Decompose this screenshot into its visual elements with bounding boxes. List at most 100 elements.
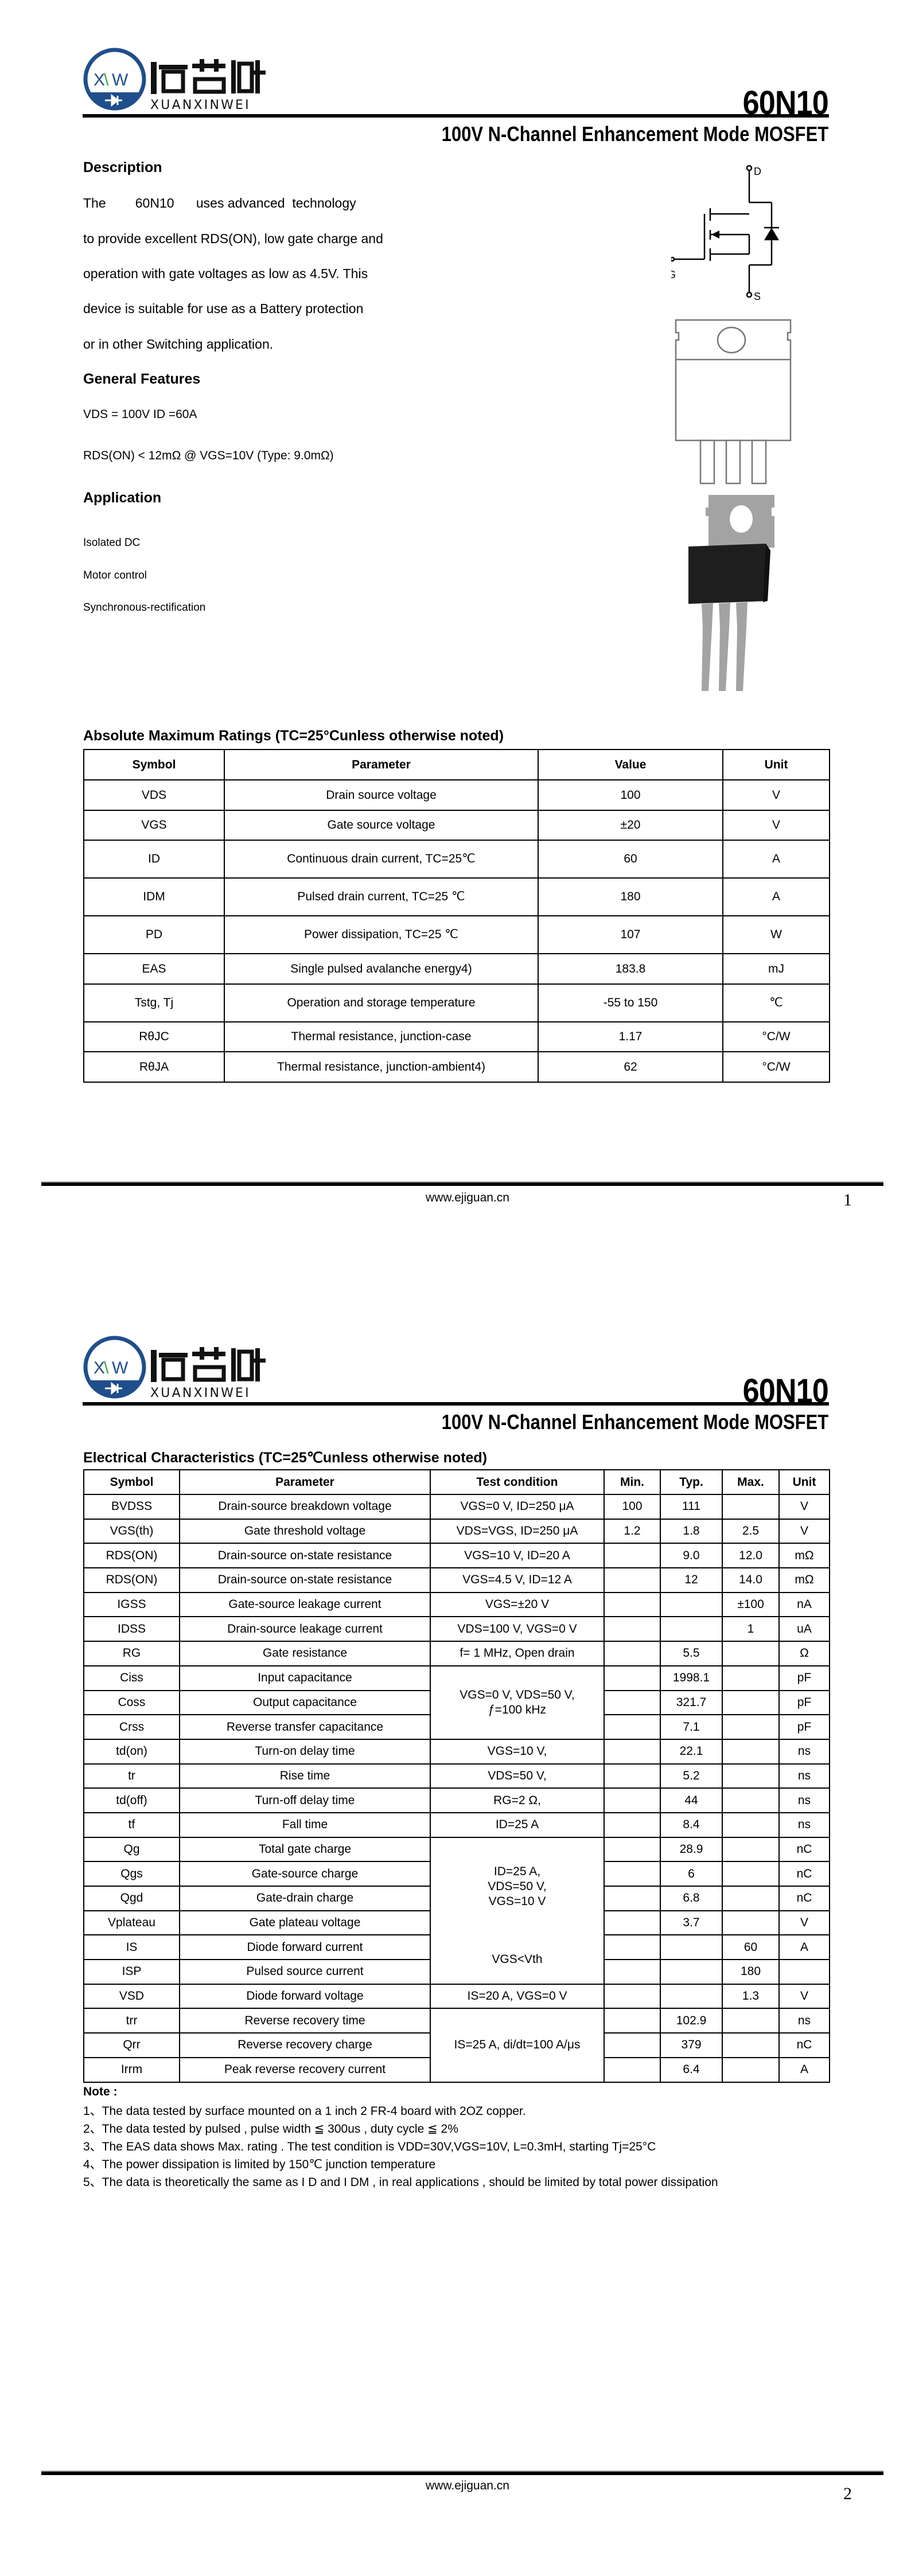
parameter-cell: Gate-source charge: [179, 1861, 431, 1887]
elec-heading: Electrical Characteristics (TC=25℃unless…: [83, 1450, 488, 1466]
condition-cell: f= 1 MHz, Open drain: [430, 1641, 605, 1666]
unit-cell: A: [778, 2056, 830, 2083]
table-header-row: Symbol Parameter Value Unit: [83, 749, 830, 780]
parameter-cell: Rise time: [179, 1763, 431, 1789]
typ-cell: [660, 1959, 723, 1985]
unit-cell: V: [778, 1494, 830, 1520]
condition-cell: IS=25 A, di/dt=100 A/μs: [430, 2008, 605, 2083]
condition-cell: ID=25 A: [430, 1812, 605, 1838]
table-row: IGSS Gate-source leakage current VGS=±20 V…: [83, 1591, 830, 1618]
max-cell: [722, 2008, 780, 2034]
table-row: RθJC Thermal resistance, junction-case 1.1…: [83, 1021, 830, 1052]
typ-cell: [660, 1616, 723, 1642]
parameter-cell: Fall time: [179, 1812, 431, 1838]
table-row: RθJA Thermal resistance, junction-ambient…: [83, 1051, 830, 1083]
table-row: VGS Gate source voltage ±20 V: [83, 810, 830, 841]
symbol-cell: BVDSS: [83, 1494, 180, 1520]
typ-cell: 28.9: [660, 1836, 723, 1863]
drain-label: D: [754, 166, 761, 177]
max-cell: [722, 1738, 780, 1765]
column-header: Unit: [722, 749, 830, 780]
max-cell: [722, 1641, 780, 1666]
source-label: S: [754, 291, 761, 302]
parameter-cell: Continuous drain current, TC=25℃: [224, 840, 539, 879]
min-cell: [604, 2032, 661, 2058]
application-item: Motor control: [83, 569, 147, 581]
min-cell: [604, 1836, 661, 1863]
description-line: The 60N10 uses advanced technology: [83, 196, 356, 210]
typ-cell: 111: [660, 1494, 723, 1520]
unit-cell: ns: [778, 1763, 830, 1789]
unit-cell: V: [722, 810, 830, 841]
condition-cell: VGS=0 V, ID=250 μA: [430, 1494, 605, 1520]
device-subtitle: 100V N-Channel Enhancement Mode MOSFET: [441, 122, 828, 146]
device-subtitle: 100V N-Channel Enhancement Mode MOSFET: [441, 1410, 828, 1434]
page-number: 2: [843, 2484, 852, 2503]
min-cell: [604, 1665, 661, 1691]
symbol-cell: tf: [83, 1812, 180, 1838]
condition-cell: IS=20 A, VGS=0 V: [430, 1983, 605, 2009]
typ-cell: 44: [660, 1787, 723, 1813]
min-cell: [604, 1787, 661, 1813]
min-cell: [604, 1543, 661, 1569]
min-cell: [604, 1567, 661, 1593]
typ-cell: 9.0: [660, 1543, 723, 1569]
column-header: Max.: [722, 1469, 780, 1495]
symbol-cell: IGSS: [83, 1591, 180, 1618]
package-outline-icon: [675, 319, 792, 485]
symbol-cell: RDS(ON): [83, 1543, 180, 1569]
abs-max-heading: Absolute Maximum Ratings (TC=25°Cunless …: [83, 728, 504, 744]
symbol-cell: td(on): [83, 1738, 180, 1765]
table-row: BVDSS Drain-source breakdown voltage VGS=0…: [83, 1494, 830, 1520]
parameter-cell: Turn-off delay time: [179, 1787, 431, 1813]
min-cell: [604, 1983, 661, 2009]
max-cell: 2.5: [722, 1518, 780, 1544]
table-row: Qgs Gate-source charge 6 nC: [83, 1861, 830, 1887]
typ-cell: 102.9: [660, 2008, 723, 2034]
parameter-cell: Thermal resistance, junction-case: [224, 1021, 539, 1052]
note-item: 5、The data is theoretically the same as …: [83, 2176, 718, 2189]
table-row: Qgd Gate-drain charge 6.8 nC: [83, 1886, 830, 1911]
gate-label: G: [671, 269, 676, 280]
max-cell: 1: [722, 1616, 780, 1642]
column-header: Parameter: [179, 1469, 431, 1495]
min-cell: [604, 1886, 661, 1911]
table-row: ID Continuous drain current, TC=25℃ 60 A: [83, 840, 830, 879]
symbol-cell: IS: [83, 1934, 180, 1961]
condition-cell: VGS=0 V, VDS=50 V, ƒ=100 kHz: [430, 1665, 605, 1740]
symbol-cell: Coss: [83, 1689, 180, 1716]
symbol-cell: Vplateau: [83, 1910, 180, 1936]
min-cell: [604, 1934, 661, 1961]
min-cell: 100: [604, 1494, 661, 1520]
mosfet-symbol-icon: D G S: [671, 165, 779, 302]
max-cell: [722, 1763, 780, 1789]
symbol-cell: tr: [83, 1763, 180, 1789]
parameter-cell: Reverse transfer capacitance: [179, 1714, 431, 1740]
symbol-cell: RG: [83, 1641, 180, 1666]
symbol-cell: RθJA: [83, 1051, 225, 1083]
table-row: RG Gate resistance f= 1 MHz, Open drain 5.5…: [83, 1641, 830, 1666]
feature-item: RDS(ON) < 12mΩ @ VGS=10V (Type: 9.0mΩ): [83, 449, 334, 462]
table-row: ISP Pulsed source current 180: [83, 1959, 830, 1985]
table-row: Irrm Peak reverse recovery current 6.4 A: [83, 2056, 830, 2083]
min-cell: 1.2: [604, 1518, 661, 1544]
table-row: VSD Diode forward voltage IS=20 A, VGS=0 V…: [83, 1983, 830, 2009]
symbol-cell: IDM: [83, 877, 225, 916]
parameter-cell: Input capacitance: [179, 1665, 431, 1691]
header-rule: [83, 1402, 829, 1406]
max-cell: [722, 1861, 780, 1887]
typ-cell: 12: [660, 1567, 723, 1593]
condition-cell: ID=25 A, VDS=50 V, VGS=10 V: [430, 1836, 605, 1935]
svg-text:XUANXINWEI: XUANXINWEI: [150, 98, 251, 112]
unit-cell: ℃: [722, 983, 830, 1022]
unit-cell: V: [778, 1910, 830, 1936]
svg-text:W: W: [112, 1359, 129, 1377]
unit-cell: nC: [778, 1861, 830, 1887]
min-cell: [604, 1910, 661, 1936]
typ-cell: 7.1: [660, 1714, 723, 1740]
condition-cell: VGS=4.5 V, ID=12 A: [430, 1567, 605, 1593]
unit-cell: pF: [778, 1714, 830, 1740]
condition-cell: VGS=10 V,: [430, 1738, 605, 1765]
table-row: trr Reverse recovery time IS=25 A, di/dt=1…: [83, 2008, 830, 2083]
note-item: 3、The EAS data shows Max. rating . The t…: [83, 2140, 656, 2153]
